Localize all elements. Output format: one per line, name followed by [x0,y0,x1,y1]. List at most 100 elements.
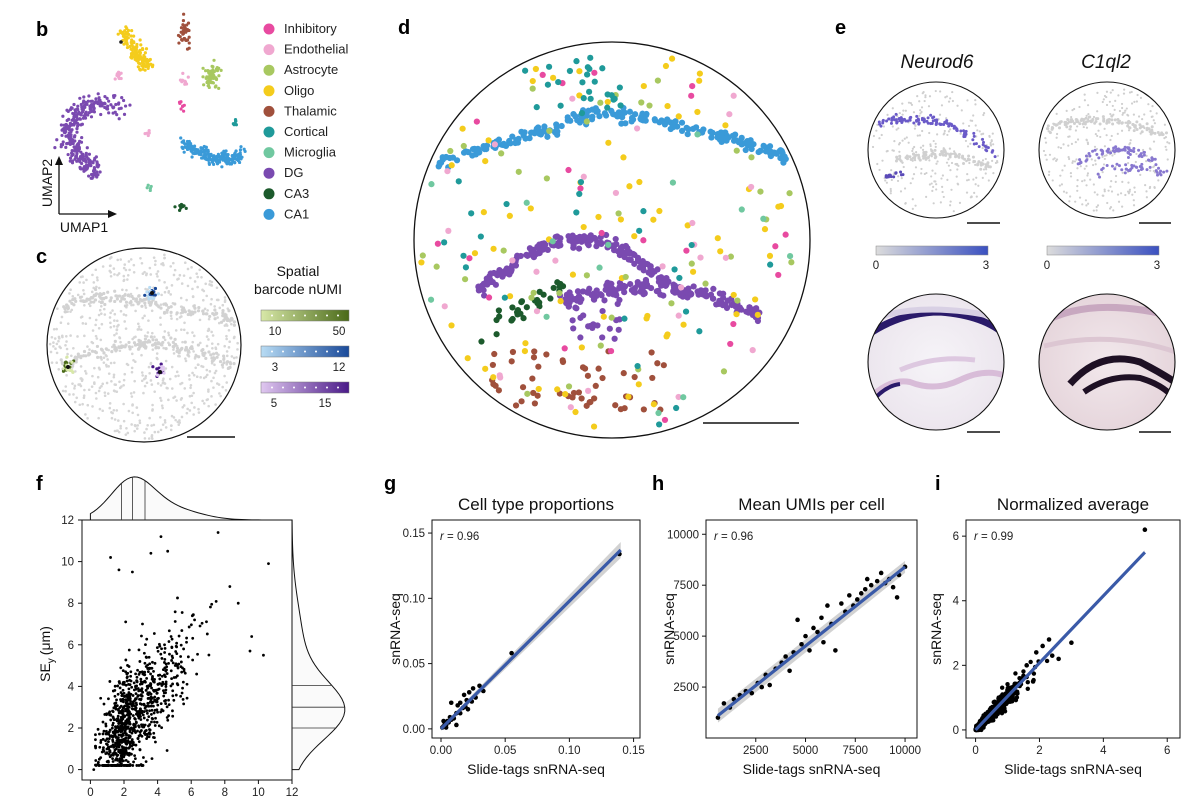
umap-point [78,155,83,159]
umap-point [95,161,99,166]
legend-swatch [263,147,275,159]
puck-point [222,354,226,358]
expr-point [1130,90,1133,94]
umap-point [66,152,70,157]
expr-point [931,152,935,156]
cell-point [661,416,669,424]
expr-point [965,191,969,194]
expr-point [913,156,917,160]
se-point [107,752,111,756]
expr-point [921,154,925,158]
cell-point [529,375,536,382]
se-point [137,764,141,767]
cell-point [727,340,734,348]
se-point [250,635,254,638]
se-point [147,655,151,659]
se-point [113,688,117,692]
puck-point [149,301,153,305]
umap-point [80,135,84,140]
puck-point [113,273,116,276]
expr-point [1119,148,1123,152]
expr-point [1136,93,1139,97]
puck-point [84,369,87,373]
cell-point [577,178,585,186]
puck-point [205,344,209,348]
umap-point [103,102,107,106]
puck-point [115,319,119,323]
puck-point [82,349,87,354]
data-point [858,591,864,596]
expr-point [940,150,944,154]
cell-point [512,262,520,269]
puck-point [132,263,136,267]
expr-point [975,135,978,138]
expr-point [1103,157,1106,161]
umap-point [183,80,187,84]
cell-point [781,153,788,160]
colorbar-tick-dot [271,350,273,353]
expr-point [901,102,904,105]
expr-point [967,158,971,162]
expr-point [1101,171,1104,174]
puck-point [137,300,141,305]
umap-point [214,160,219,164]
puck-point [169,305,173,309]
expr-point [1101,166,1105,170]
expr-point [1137,148,1141,152]
cell-point [552,233,559,241]
puck-point [232,323,236,327]
puck-point [75,396,79,400]
expr-point [1110,134,1113,138]
gene-expression-panel: Neurod6 C1ql2 0 3 0 [867,52,1176,433]
expr-point [964,139,968,143]
puck-point [167,398,170,402]
umap-point [139,57,143,61]
expr-point [972,178,975,181]
x-tick-label: 12 [286,787,299,796]
se-point [104,752,108,756]
expr-point [933,148,937,152]
x-tick-label: 0.15 [622,745,644,757]
x-tick-label: 4 [1100,745,1107,757]
expr-point [902,165,905,169]
expr-point [1141,118,1144,121]
se-point [145,737,149,740]
expr-point [1152,169,1155,173]
umap-point [143,132,147,136]
puck-point [199,376,202,379]
puck-point [119,258,123,261]
expr-point [918,158,922,162]
puck-point [84,322,88,325]
colorbar-tick-dot [315,350,317,353]
cell-point [591,69,598,76]
puck-point [139,342,143,346]
umap-point [194,151,198,155]
cell-point [715,131,723,138]
puck-point [104,354,108,357]
se-point [191,658,195,662]
umap-point [90,99,94,103]
puck-point [113,361,116,365]
expr-point [1076,184,1079,188]
expr-point [1086,141,1089,144]
expr-point [916,134,919,137]
puck-point [59,358,63,362]
umap-point [199,146,203,150]
umap-point [205,157,210,162]
cell-point [583,272,590,279]
se-point [108,713,111,717]
expr-point [1117,200,1121,203]
cell-point [579,79,586,86]
expr-point [989,141,992,145]
umap-point [89,115,94,119]
x-tick-label: 0.00 [430,745,452,757]
se-point [101,737,105,741]
umap-point [182,36,186,41]
se-point [181,686,184,690]
se-point [136,687,140,690]
expr-point [1098,122,1102,126]
expr-point [978,130,981,133]
puck-point [134,335,137,339]
x-tick-label: 7500 [842,745,868,757]
umap-point [194,147,198,151]
